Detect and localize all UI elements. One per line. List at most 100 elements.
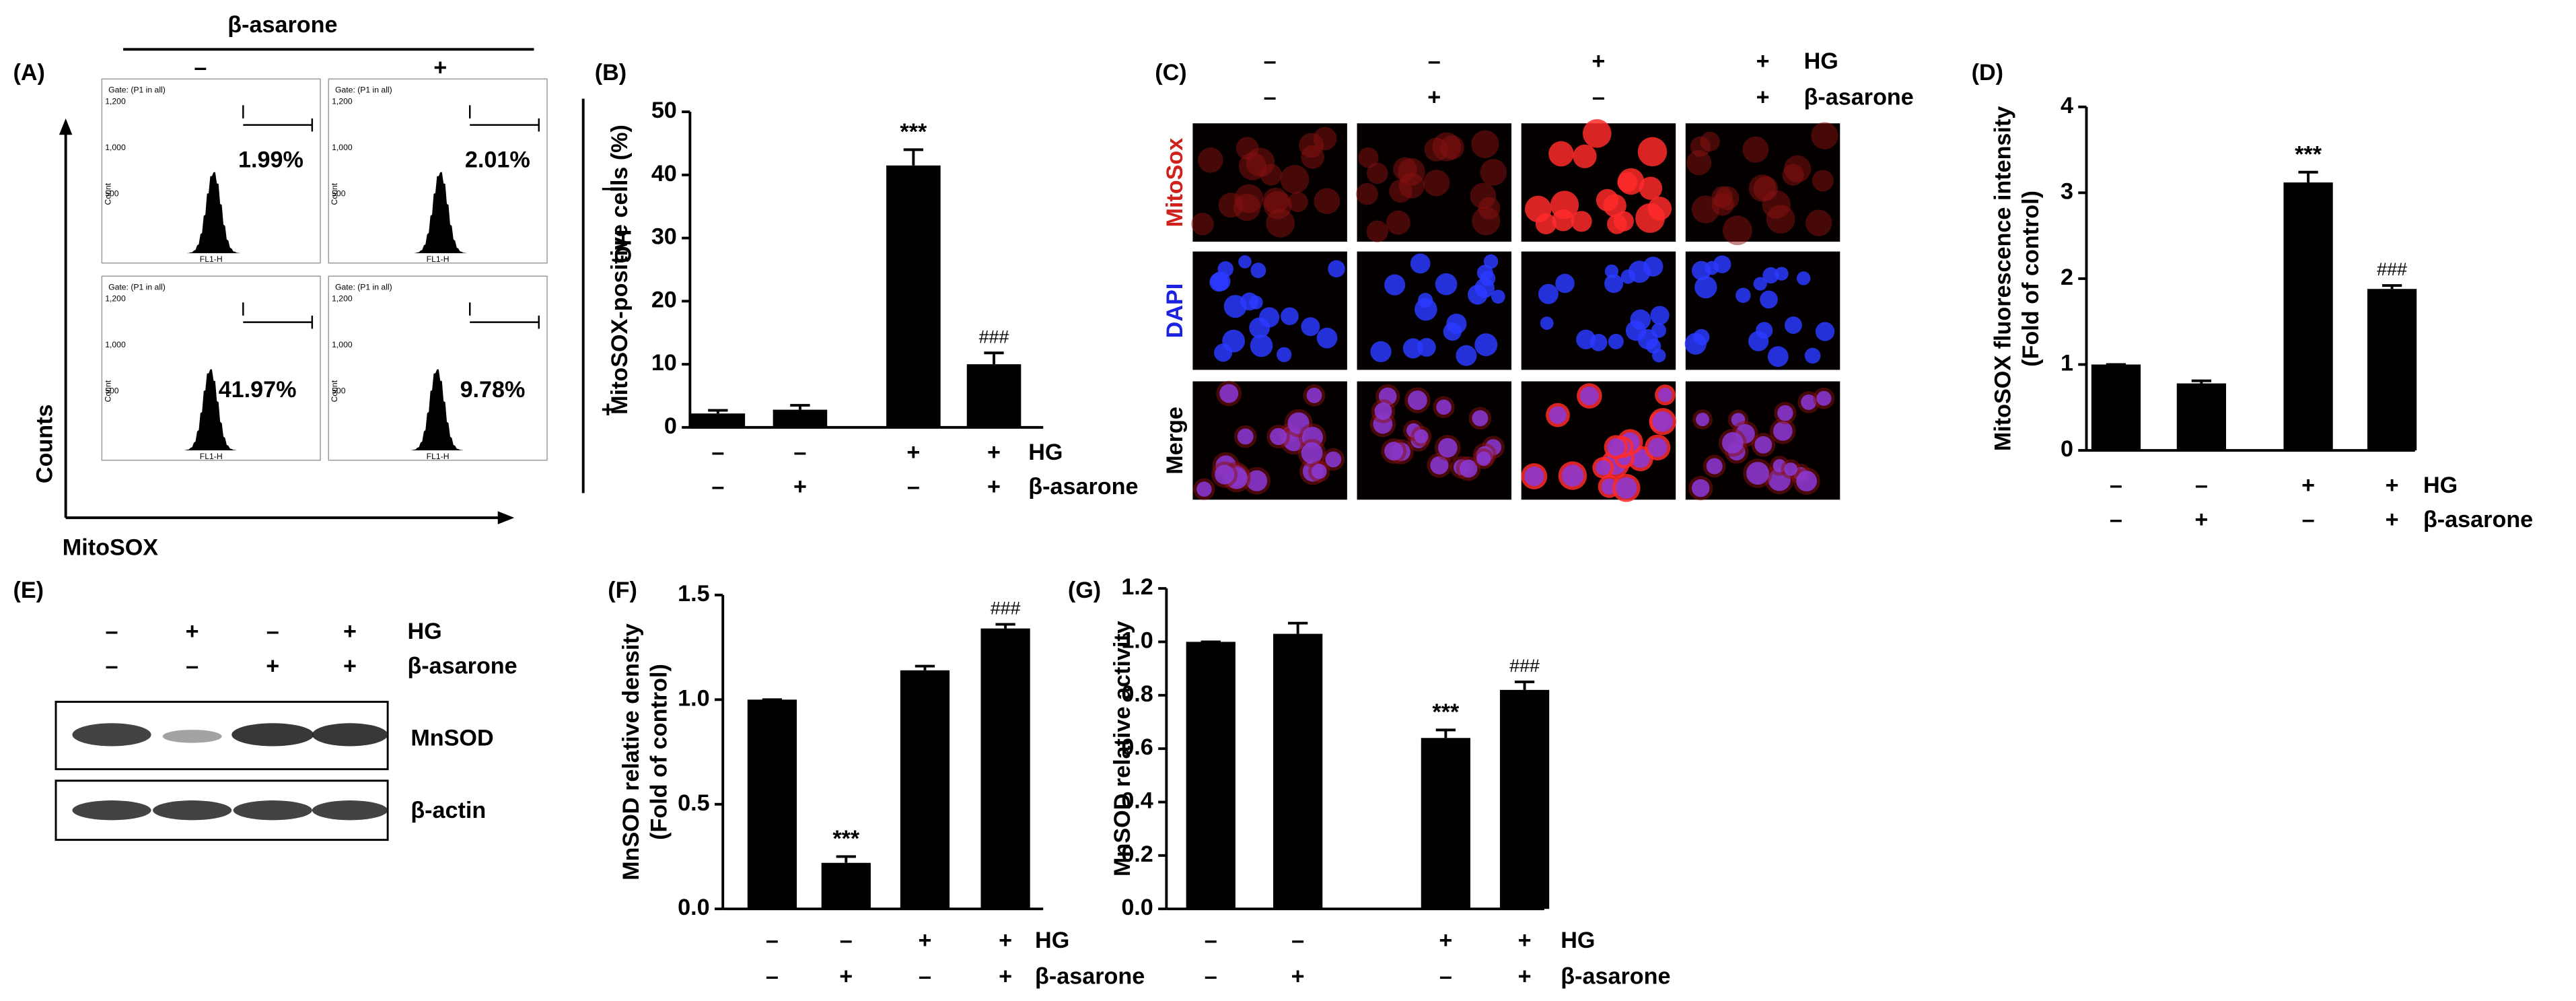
- nucleus: [1214, 343, 1233, 362]
- count-tick: 1,200: [105, 97, 126, 106]
- sign: –: [1592, 85, 1605, 110]
- bar: [821, 862, 871, 909]
- nucleus: [1693, 329, 1710, 345]
- y-tick-label: 0.8: [1121, 681, 1153, 707]
- gate-percent: 2.01%: [465, 147, 530, 172]
- nucleus: [1196, 481, 1212, 497]
- sign: –: [2110, 473, 2122, 498]
- histogram-shape: [184, 369, 237, 451]
- row-sign: –: [602, 175, 614, 201]
- channel-label: Merge: [1162, 407, 1188, 475]
- cell: [1480, 159, 1507, 186]
- y-tick-label: 0.4: [1121, 788, 1153, 814]
- blot-band: [312, 723, 388, 747]
- count-tick: 1,000: [105, 340, 126, 349]
- row-name: HG: [2423, 473, 2458, 498]
- blot-band: [231, 723, 314, 747]
- nucleus: [1767, 346, 1789, 368]
- y-tick-label: 1: [2061, 351, 2073, 376]
- y-tick-label: 0.5: [678, 790, 709, 816]
- nucleus: [1540, 316, 1554, 330]
- nucleus: [1801, 394, 1817, 411]
- axis-title: FL1-H: [427, 452, 450, 461]
- blot-band: [72, 800, 151, 821]
- y-axis-label: MnSOD relative density: [618, 623, 644, 881]
- significance: ###: [979, 326, 1009, 347]
- bar: [690, 413, 746, 427]
- nucleus: [1250, 334, 1273, 357]
- sign: –: [919, 964, 931, 990]
- nucleus: [1474, 333, 1498, 357]
- nucleus: [1579, 386, 1599, 405]
- count-tick: 1,200: [332, 294, 353, 304]
- panel-label: (F): [608, 578, 637, 603]
- bar: [2283, 182, 2333, 451]
- nucleus: [1306, 387, 1322, 403]
- y-axis-label: Counts: [32, 404, 57, 483]
- nucleus: [1436, 399, 1452, 415]
- sign: +: [2194, 507, 2208, 532]
- nucleus: [1414, 429, 1429, 444]
- cell: [1783, 155, 1812, 183]
- nucleus: [1417, 338, 1436, 357]
- nucleus: [1607, 438, 1625, 456]
- gate-label: Gate: (P1 in all): [108, 283, 166, 292]
- cell: [1571, 211, 1592, 232]
- cell: [1280, 164, 1310, 194]
- nucleus: [1615, 477, 1637, 499]
- nucleus: [1483, 254, 1499, 269]
- blot-band: [233, 800, 312, 821]
- nucleus: [1538, 283, 1559, 304]
- nucleus: [1784, 316, 1802, 334]
- nucleus: [1762, 267, 1779, 284]
- panel-label: (B): [595, 60, 627, 85]
- y-tick-label: 0: [664, 413, 677, 439]
- y-tick-label: 0.6: [1121, 734, 1153, 760]
- nucleus: [1237, 428, 1254, 445]
- nucleus: [1815, 322, 1835, 341]
- treatment-label: β-asarone: [227, 12, 337, 38]
- y-tick-label: 40: [651, 161, 677, 186]
- nucleus: [1374, 402, 1392, 420]
- cell: [1647, 197, 1672, 221]
- sign: –: [1205, 928, 1217, 953]
- nucleus: [1435, 273, 1458, 296]
- sign: +: [1291, 964, 1305, 990]
- cell: [1573, 144, 1597, 168]
- nucleus: [1647, 438, 1668, 458]
- bar: [1499, 689, 1550, 909]
- cell: [1313, 127, 1337, 151]
- nucleus: [1691, 479, 1710, 497]
- cell: [1582, 118, 1612, 148]
- cell: [1637, 137, 1668, 167]
- significance: ***: [832, 826, 860, 852]
- nucleus: [1215, 464, 1235, 485]
- bar: [1186, 642, 1236, 909]
- sign: +: [186, 619, 199, 644]
- gate-label: Gate: (P1 in all): [335, 85, 392, 95]
- y-tick-label: 0.0: [1121, 895, 1153, 920]
- cell: [1805, 209, 1832, 236]
- nucleus: [1705, 261, 1719, 275]
- blot-band: [312, 800, 388, 821]
- nucleus: [1804, 347, 1821, 364]
- bar: [1273, 633, 1323, 909]
- cell: [1423, 170, 1450, 197]
- cell: [1356, 182, 1378, 205]
- nucleus: [1437, 438, 1458, 458]
- channel-label: MitoSox: [1162, 138, 1188, 228]
- cell: [1715, 186, 1740, 211]
- gate-percent: 41.97%: [219, 377, 297, 403]
- nucleus: [1491, 289, 1505, 304]
- y-tick-label: 1.2: [1121, 574, 1153, 600]
- sign: –: [793, 440, 806, 465]
- nucleus: [1443, 322, 1462, 341]
- sign: –: [766, 964, 779, 990]
- sign: +: [343, 619, 357, 644]
- nucleus: [1417, 293, 1433, 308]
- sign: +: [987, 474, 1001, 499]
- nucleus: [1325, 451, 1342, 468]
- bar: [2176, 383, 2226, 451]
- nucleus: [1777, 405, 1793, 421]
